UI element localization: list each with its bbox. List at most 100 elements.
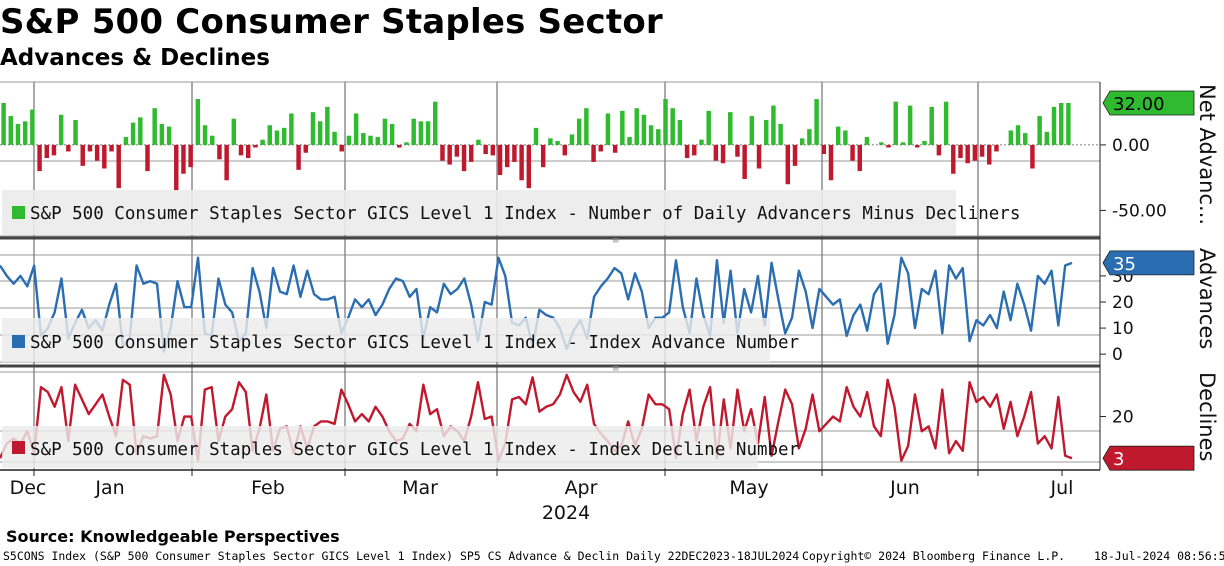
- bar-23: [166, 126, 172, 145]
- bar-90: [648, 125, 654, 145]
- bar-55: [397, 144, 402, 148]
- bar-6: [44, 144, 49, 158]
- bar-71: [512, 144, 517, 162]
- bar-53: [382, 118, 388, 145]
- ytick-label-0-0: 0.00: [1112, 136, 1150, 156]
- bar-99: [713, 144, 719, 161]
- bar-119: [857, 144, 862, 172]
- net-advancers-panel: [0, 99, 1100, 191]
- bar-56: [404, 142, 409, 145]
- bar-30: [217, 144, 222, 160]
- bar-129: [929, 106, 934, 145]
- bar-58: [418, 121, 424, 145]
- bar-143: [1030, 144, 1035, 169]
- bar-126: [907, 105, 913, 145]
- bar-16: [116, 144, 121, 189]
- bar-68: [490, 144, 496, 156]
- axis-title-net: Net Advanc...: [1195, 84, 1219, 225]
- bar-39: [281, 127, 287, 145]
- legend-swatch-declines: [12, 441, 25, 454]
- bar-115: [828, 144, 834, 181]
- bar-96: [692, 144, 697, 156]
- source-note: Source: Knowledgeable Perspectives: [6, 527, 340, 546]
- bar-133: [958, 144, 963, 158]
- x-tick-label-7: Jul: [1050, 477, 1074, 499]
- bar-64: [461, 144, 467, 172]
- bar-98: [706, 110, 711, 145]
- bar-47: [339, 144, 344, 152]
- bar-11: [80, 144, 85, 166]
- bar-80: [576, 118, 582, 145]
- bar-97: [699, 139, 704, 145]
- bar-24: [174, 144, 179, 191]
- chart-title: S&P 500 Consumer Staples Sector: [0, 2, 663, 42]
- bar-60: [433, 101, 438, 145]
- bar-17: [123, 137, 129, 145]
- bar-107: [771, 105, 776, 145]
- bar-41: [296, 144, 301, 170]
- bar-120: [864, 137, 870, 145]
- bar-114: [821, 144, 827, 155]
- ytick-label-1-2: 10: [1112, 319, 1134, 339]
- bar-77: [555, 140, 560, 145]
- bar-13: [94, 144, 100, 161]
- x-axis-year: 2024: [542, 502, 590, 524]
- bar-61: [440, 144, 445, 161]
- axis-title-advances: Advances: [1195, 248, 1219, 349]
- bar-45: [325, 106, 330, 145]
- bar-78: [562, 144, 568, 156]
- bar-137: [987, 144, 992, 165]
- legend-box-net: [2, 190, 956, 235]
- bar-29: [210, 135, 215, 145]
- legend-label-advances: S&P 500 Consumer Staples Sector GICS Lev…: [30, 333, 799, 353]
- last-value-tag-2: [1102, 445, 1195, 471]
- bar-26: [188, 144, 193, 168]
- bar-142: [1023, 133, 1028, 145]
- bar-25: [181, 144, 186, 174]
- footer-copyright: Copyright© 2024 Bloomberg Finance L.P.: [802, 549, 1066, 563]
- bar-3: [22, 121, 28, 145]
- bar-102: [735, 144, 740, 157]
- bar-62: [447, 144, 452, 165]
- bar-116: [835, 126, 841, 145]
- last-value-label-2: 3: [1113, 449, 1124, 470]
- bar-87: [627, 137, 632, 145]
- bar-110: [792, 144, 798, 166]
- bar-89: [641, 114, 647, 145]
- x-tick-label-4: Apr: [565, 477, 598, 499]
- bar-31: [224, 144, 229, 181]
- bar-14: [102, 144, 107, 169]
- x-tick-label-1: Jan: [94, 477, 124, 499]
- legend-label-net: S&P 500 Consumer Staples Sector GICS Lev…: [30, 204, 1020, 224]
- bar-112: [807, 129, 812, 145]
- bar-136: [979, 144, 985, 157]
- bar-70: [504, 144, 510, 168]
- bar-94: [677, 120, 683, 145]
- bar-15: [109, 144, 114, 152]
- bar-42: [303, 144, 308, 153]
- bar-123: [886, 144, 891, 148]
- splitter-grip-2[interactable]: ≡: [612, 364, 620, 374]
- axis-title-declines: Declines: [1195, 372, 1219, 461]
- bar-21: [152, 108, 157, 145]
- bar-40: [289, 113, 294, 145]
- bar-27: [195, 99, 201, 145]
- bar-49: [353, 113, 359, 145]
- bar-9: [66, 144, 71, 152]
- bar-134: [965, 144, 970, 164]
- bar-69: [497, 144, 503, 176]
- bar-73: [526, 144, 532, 189]
- bar-63: [454, 144, 460, 157]
- ytick-label-2-0: 20: [1112, 408, 1134, 428]
- bar-141: [1015, 125, 1021, 145]
- x-tick-label-3: Mar: [402, 477, 438, 499]
- bar-109: [785, 144, 791, 185]
- bar-0: [1, 102, 6, 145]
- bar-148: [1066, 102, 1071, 145]
- bar-5: [37, 144, 42, 172]
- bar-75: [540, 144, 546, 168]
- x-tick-label-0: Dec: [10, 477, 47, 499]
- splitter-grip-1[interactable]: ≡: [612, 236, 620, 246]
- last-value-label-0: 32.00: [1113, 94, 1165, 115]
